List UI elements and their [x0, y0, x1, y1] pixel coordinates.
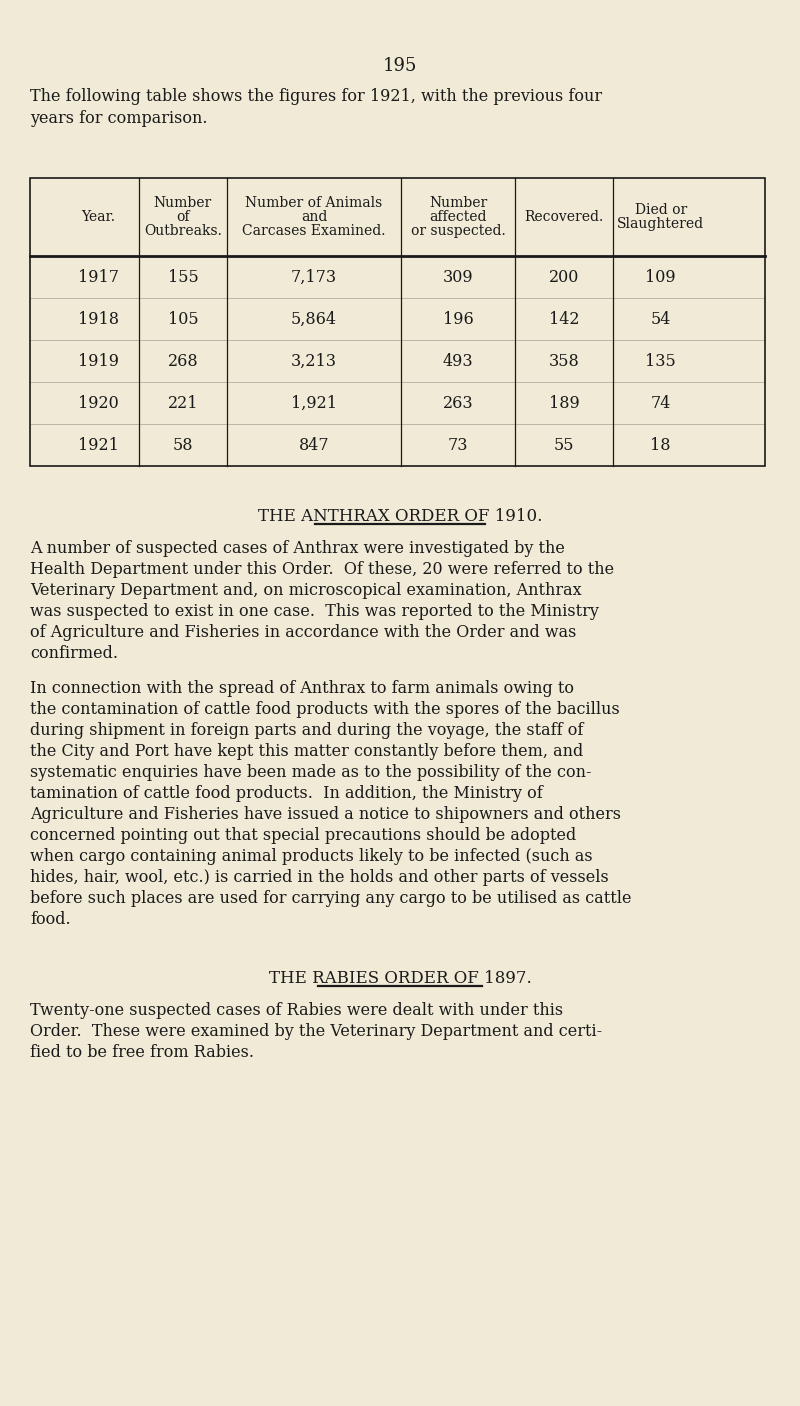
Text: 142: 142 — [549, 311, 579, 328]
Text: THE RABIES ORDER OF 1897.: THE RABIES ORDER OF 1897. — [269, 970, 531, 987]
Text: when cargo containing animal products likely to be infected (such as: when cargo containing animal products li… — [30, 848, 593, 865]
Text: 73: 73 — [448, 436, 468, 454]
Text: A number of suspected cases of Anthrax were investigated by the: A number of suspected cases of Anthrax w… — [30, 540, 565, 557]
Text: hides, hair, wool, etc.) is carried in the holds and other parts of vessels: hides, hair, wool, etc.) is carried in t… — [30, 869, 609, 886]
Text: Slaughtered: Slaughtered — [617, 217, 704, 231]
Text: Order.  These were examined by the Veterinary Department and certi-: Order. These were examined by the Veteri… — [30, 1024, 602, 1040]
Text: during shipment in foreign parts and during the voyage, the staff of: during shipment in foreign parts and dur… — [30, 723, 583, 740]
Text: 58: 58 — [173, 436, 193, 454]
Text: 1917: 1917 — [78, 269, 119, 285]
Text: Outbreaks.: Outbreaks. — [144, 224, 222, 238]
Bar — [30, 179, 765, 465]
Text: Number of Animals: Number of Animals — [246, 195, 382, 209]
Text: 55: 55 — [554, 436, 574, 454]
Text: 109: 109 — [646, 269, 676, 285]
Text: systematic enquiries have been made as to the possibility of the con-: systematic enquiries have been made as t… — [30, 763, 591, 780]
Text: years for comparison.: years for comparison. — [30, 110, 207, 127]
Text: 1920: 1920 — [78, 395, 118, 412]
Text: Carcases Examined.: Carcases Examined. — [242, 224, 386, 238]
Text: Died or: Died or — [634, 202, 686, 217]
Text: 1921: 1921 — [78, 436, 118, 454]
Text: of Agriculture and Fisheries in accordance with the Order and was: of Agriculture and Fisheries in accordan… — [30, 624, 576, 641]
Text: Year.: Year. — [82, 209, 115, 224]
Text: 5,864: 5,864 — [291, 311, 337, 328]
Text: Recovered.: Recovered. — [524, 209, 604, 224]
Text: before such places are used for carrying any cargo to be utilised as cattle: before such places are used for carrying… — [30, 890, 631, 907]
Text: Number: Number — [429, 195, 487, 209]
Text: food.: food. — [30, 911, 70, 928]
Text: Number: Number — [154, 195, 212, 209]
Text: the City and Port have kept this matter constantly before them, and: the City and Port have kept this matter … — [30, 742, 583, 761]
Text: 1919: 1919 — [78, 353, 119, 370]
Text: 155: 155 — [167, 269, 198, 285]
Text: 1,921: 1,921 — [291, 395, 337, 412]
Text: the contamination of cattle food products with the spores of the bacillus: the contamination of cattle food product… — [30, 702, 620, 718]
Text: concerned pointing out that special precautions should be adopted: concerned pointing out that special prec… — [30, 827, 576, 844]
Text: 493: 493 — [443, 353, 474, 370]
Text: fied to be free from Rabies.: fied to be free from Rabies. — [30, 1045, 254, 1062]
Text: 7,173: 7,173 — [291, 269, 337, 285]
Text: affected: affected — [430, 209, 487, 224]
Text: 18: 18 — [650, 436, 671, 454]
Text: 196: 196 — [442, 311, 474, 328]
Text: tamination of cattle food products.  In addition, the Ministry of: tamination of cattle food products. In a… — [30, 785, 542, 801]
Text: 358: 358 — [549, 353, 579, 370]
Text: In connection with the spread of Anthrax to farm animals owing to: In connection with the spread of Anthrax… — [30, 681, 574, 697]
Text: Agriculture and Fisheries have issued a notice to shipowners and others: Agriculture and Fisheries have issued a … — [30, 806, 621, 823]
Text: 54: 54 — [650, 311, 671, 328]
Text: was suspected to exist in one case.  This was reported to the Ministry: was suspected to exist in one case. This… — [30, 603, 599, 620]
Text: Health Department under this Order.  Of these, 20 were referred to the: Health Department under this Order. Of t… — [30, 561, 614, 578]
Text: THE ANTHRAX ORDER OF 1910.: THE ANTHRAX ORDER OF 1910. — [258, 508, 542, 524]
Text: 74: 74 — [650, 395, 671, 412]
Text: 3,213: 3,213 — [291, 353, 337, 370]
Text: 1918: 1918 — [78, 311, 119, 328]
Text: 847: 847 — [298, 436, 330, 454]
Text: 105: 105 — [167, 311, 198, 328]
Text: and: and — [301, 209, 327, 224]
Text: Veterinary Department and, on microscopical examination, Anthrax: Veterinary Department and, on microscopi… — [30, 582, 582, 599]
Text: 200: 200 — [549, 269, 579, 285]
Text: 135: 135 — [646, 353, 676, 370]
Text: confirmed.: confirmed. — [30, 645, 118, 662]
Text: or suspected.: or suspected. — [410, 224, 506, 238]
Text: 195: 195 — [383, 58, 417, 75]
Text: 268: 268 — [167, 353, 198, 370]
Text: 263: 263 — [443, 395, 474, 412]
Text: Twenty-one suspected cases of Rabies were dealt with under this: Twenty-one suspected cases of Rabies wer… — [30, 1002, 563, 1019]
Text: 189: 189 — [549, 395, 579, 412]
Text: The following table shows the figures for 1921, with the previous four: The following table shows the figures fo… — [30, 89, 602, 105]
Text: of: of — [176, 209, 190, 224]
Text: 309: 309 — [443, 269, 474, 285]
Text: 221: 221 — [168, 395, 198, 412]
